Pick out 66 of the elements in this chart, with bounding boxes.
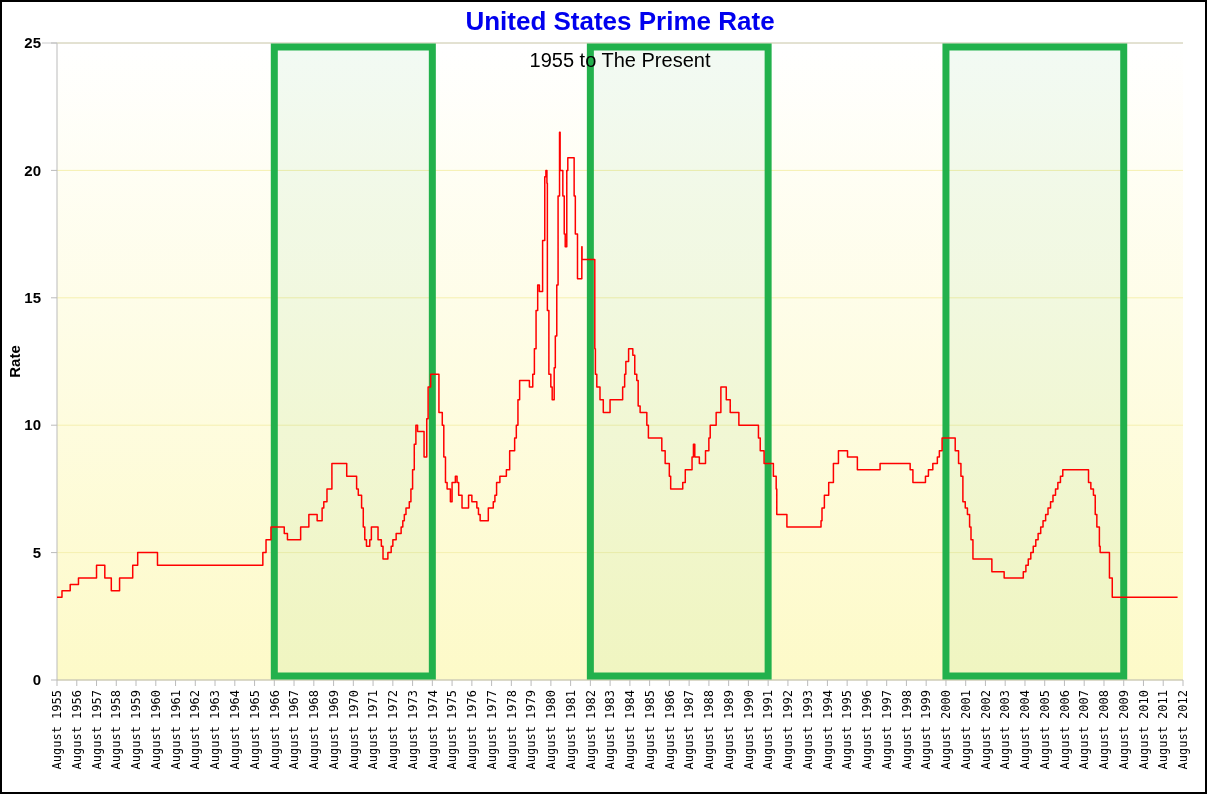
x-tick-label: August 1976: [465, 690, 480, 770]
x-tick-label: August 2012: [1176, 690, 1191, 770]
x-tick-label: August 1960: [149, 690, 164, 770]
x-tick-label: August 2001: [958, 690, 973, 770]
x-tick-label: August 1993: [800, 690, 815, 770]
y-tick-label: 20: [24, 161, 41, 179]
x-tick-label: August 2005: [1037, 690, 1052, 770]
x-tick-label: August 1971: [366, 690, 381, 770]
x-tick-label: August 1997: [879, 690, 894, 770]
x-tick-label: August 1958: [109, 690, 124, 770]
x-tick-label: August 1972: [386, 690, 401, 770]
x-tick-label: August 2011: [1156, 690, 1171, 770]
x-tick-label: August 1980: [544, 690, 559, 770]
x-tick-label: August 1994: [820, 690, 835, 770]
y-tick-label: 10: [24, 416, 41, 434]
x-tick-label: August 2007: [1077, 690, 1092, 770]
x-tick-label: August 2002: [978, 690, 993, 770]
y-tick-label: 0: [32, 671, 41, 689]
y-tick-label: 5: [32, 543, 41, 561]
x-tick-label: August 2003: [998, 690, 1013, 770]
x-tick-label: August 1979: [524, 690, 539, 770]
x-tick-label: August 1984: [623, 690, 638, 770]
x-tick-label: August 1991: [761, 690, 776, 770]
x-tick-label: August 1975: [445, 690, 460, 770]
x-tick-label: August 2000: [939, 690, 954, 770]
x-tick-label: August 1970: [346, 690, 361, 770]
x-tick-label: August 1966: [267, 690, 282, 770]
x-tick-label: August 1987: [682, 690, 697, 770]
x-tick-label: August 1956: [69, 690, 84, 770]
x-tick-label: August 1982: [583, 690, 598, 770]
x-tick-label: August 2008: [1097, 690, 1112, 770]
x-tick-label: August 1962: [188, 690, 203, 770]
x-tick-label: August 1964: [228, 690, 243, 770]
x-tick-label: August 1992: [781, 690, 796, 770]
y-axis-title: Rate: [6, 345, 23, 378]
x-tick-label: August 1988: [702, 690, 717, 770]
y-tick-label: 15: [24, 289, 41, 307]
x-tick-label: August 1998: [899, 690, 914, 770]
x-tick-label: August 1973: [405, 690, 420, 770]
x-tick-label: August 1963: [208, 690, 223, 770]
x-tick-label: August 1955: [50, 690, 65, 770]
x-tick-label: August 1983: [603, 690, 618, 770]
x-tick-label: August 1959: [129, 690, 144, 770]
x-tick-label: August 1968: [307, 690, 322, 770]
x-tick-label: August 1986: [662, 690, 677, 770]
x-tick-label: August 2006: [1057, 690, 1072, 770]
x-tick-label: August 1965: [247, 690, 262, 770]
x-tick-label: August 1957: [89, 690, 104, 770]
x-tick-label: August 1996: [860, 690, 875, 770]
x-tick-label: August 1990: [741, 690, 756, 770]
y-tick-label: 25: [24, 34, 41, 52]
x-tick-label: August 1978: [504, 690, 519, 770]
x-tick-label: August 1981: [563, 690, 578, 770]
x-tick-label: August 1999: [919, 690, 934, 770]
x-tick-label: August 1995: [840, 690, 855, 770]
x-tick-label: August 2009: [1116, 690, 1131, 770]
x-tick-label: August 1969: [326, 690, 341, 770]
x-tick-label: August 2010: [1136, 690, 1151, 770]
x-tick-label: August 2004: [1018, 690, 1033, 770]
x-tick-label: August 1967: [287, 690, 302, 770]
x-tick-label: August 1989: [721, 690, 736, 770]
x-tick-label: August 1961: [168, 690, 183, 770]
chart-title: United States Prime Rate: [465, 6, 775, 36]
x-tick-label: August 1974: [425, 690, 440, 770]
x-tick-label: August 1977: [484, 690, 499, 770]
x-tick-label: August 1985: [642, 690, 657, 770]
